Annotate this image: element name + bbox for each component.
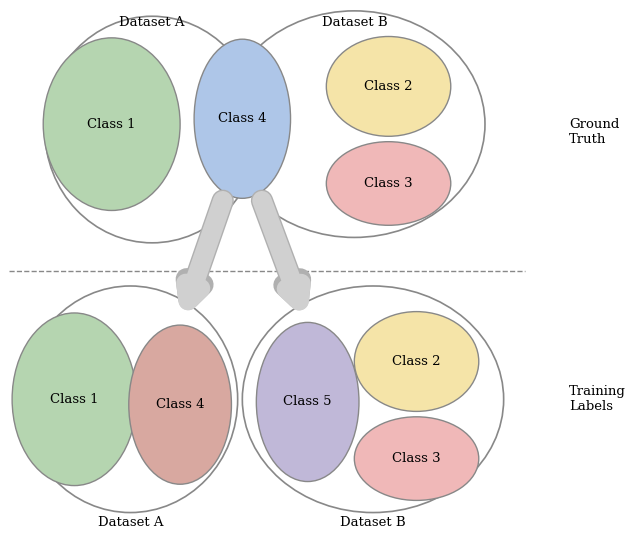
Text: Dataset B: Dataset B xyxy=(321,16,387,29)
Ellipse shape xyxy=(23,286,237,512)
Text: Training
Labels: Training Labels xyxy=(569,385,626,413)
Ellipse shape xyxy=(12,313,136,486)
Text: Class 3: Class 3 xyxy=(364,177,413,190)
Text: Class 4: Class 4 xyxy=(156,398,204,411)
Ellipse shape xyxy=(45,16,259,243)
Text: Class 1: Class 1 xyxy=(50,393,99,406)
Ellipse shape xyxy=(223,11,485,238)
Text: Class 5: Class 5 xyxy=(284,396,332,408)
Ellipse shape xyxy=(326,37,451,136)
Ellipse shape xyxy=(44,38,180,210)
Text: Dataset A: Dataset A xyxy=(119,16,185,29)
Ellipse shape xyxy=(355,312,479,411)
Text: Class 2: Class 2 xyxy=(392,355,441,368)
Text: Class 4: Class 4 xyxy=(218,112,267,125)
Text: Ground
Truth: Ground Truth xyxy=(569,118,620,146)
Ellipse shape xyxy=(326,142,451,225)
Ellipse shape xyxy=(257,323,359,482)
Text: Class 3: Class 3 xyxy=(392,452,441,465)
Ellipse shape xyxy=(243,286,504,512)
Text: Class 1: Class 1 xyxy=(88,118,136,131)
Text: Dataset A: Dataset A xyxy=(97,516,163,529)
Ellipse shape xyxy=(129,325,232,484)
Text: Dataset B: Dataset B xyxy=(340,516,406,529)
Ellipse shape xyxy=(355,417,479,500)
Ellipse shape xyxy=(194,39,291,198)
Text: Class 2: Class 2 xyxy=(364,80,413,93)
